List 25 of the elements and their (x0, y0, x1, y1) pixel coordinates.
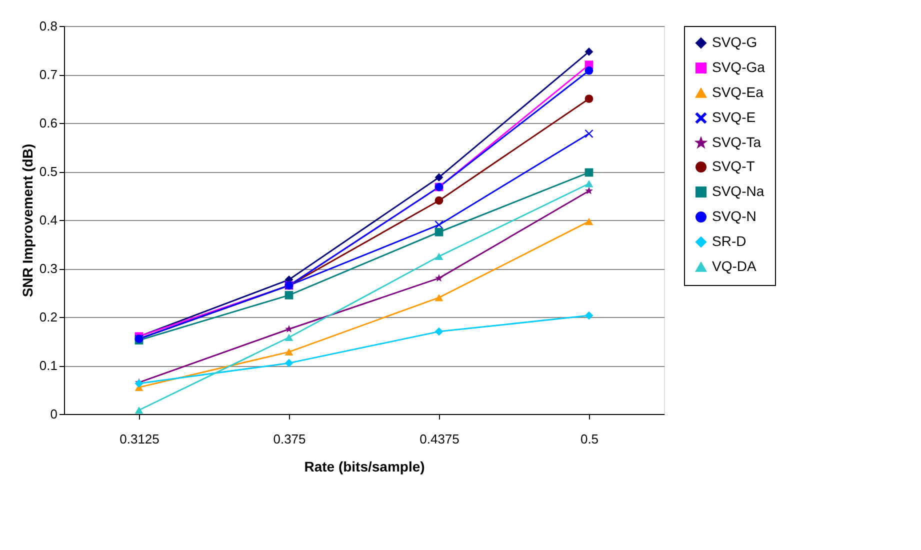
y-tick-label: 0.8 (39, 18, 58, 34)
legend-label: SVQ-Ta (712, 134, 762, 150)
x-tick-label: 0.5 (580, 432, 599, 446)
legend-label: SR-D (712, 233, 746, 249)
legend-label: SVQ-Na (712, 183, 764, 199)
y-tick-label: 0.1 (39, 358, 58, 373)
x-tick-label: 0.4375 (420, 432, 460, 446)
legend-label: SVQ-Ga (712, 59, 766, 75)
legend-label: SVQ-G (712, 34, 758, 50)
y-tick-label: 0.6 (39, 116, 58, 130)
x-axis-title: Rate (bits/sample) (304, 458, 425, 474)
y-tick-label: 0.4 (39, 212, 58, 228)
x-tick-label: 0.3125 (120, 432, 160, 446)
legend-label: VQ-DA (712, 258, 757, 274)
y-tick-label: 0 (50, 406, 58, 422)
y-axis-title: SNR Improvement (dB) (19, 144, 36, 298)
y-tick-label: 0.7 (39, 67, 58, 82)
legend-label: SVQ-Ea (712, 84, 764, 100)
x-tick-label: 0.375 (273, 432, 306, 446)
legend-label: SVQ-E (712, 109, 756, 125)
legend-label: SVQ-T (712, 158, 756, 174)
legend-label: SVQ-N (712, 208, 756, 224)
y-tick-label: 0.3 (39, 261, 58, 276)
y-tick-label: 0.5 (39, 164, 58, 179)
y-tick-label: 0.2 (39, 310, 58, 324)
